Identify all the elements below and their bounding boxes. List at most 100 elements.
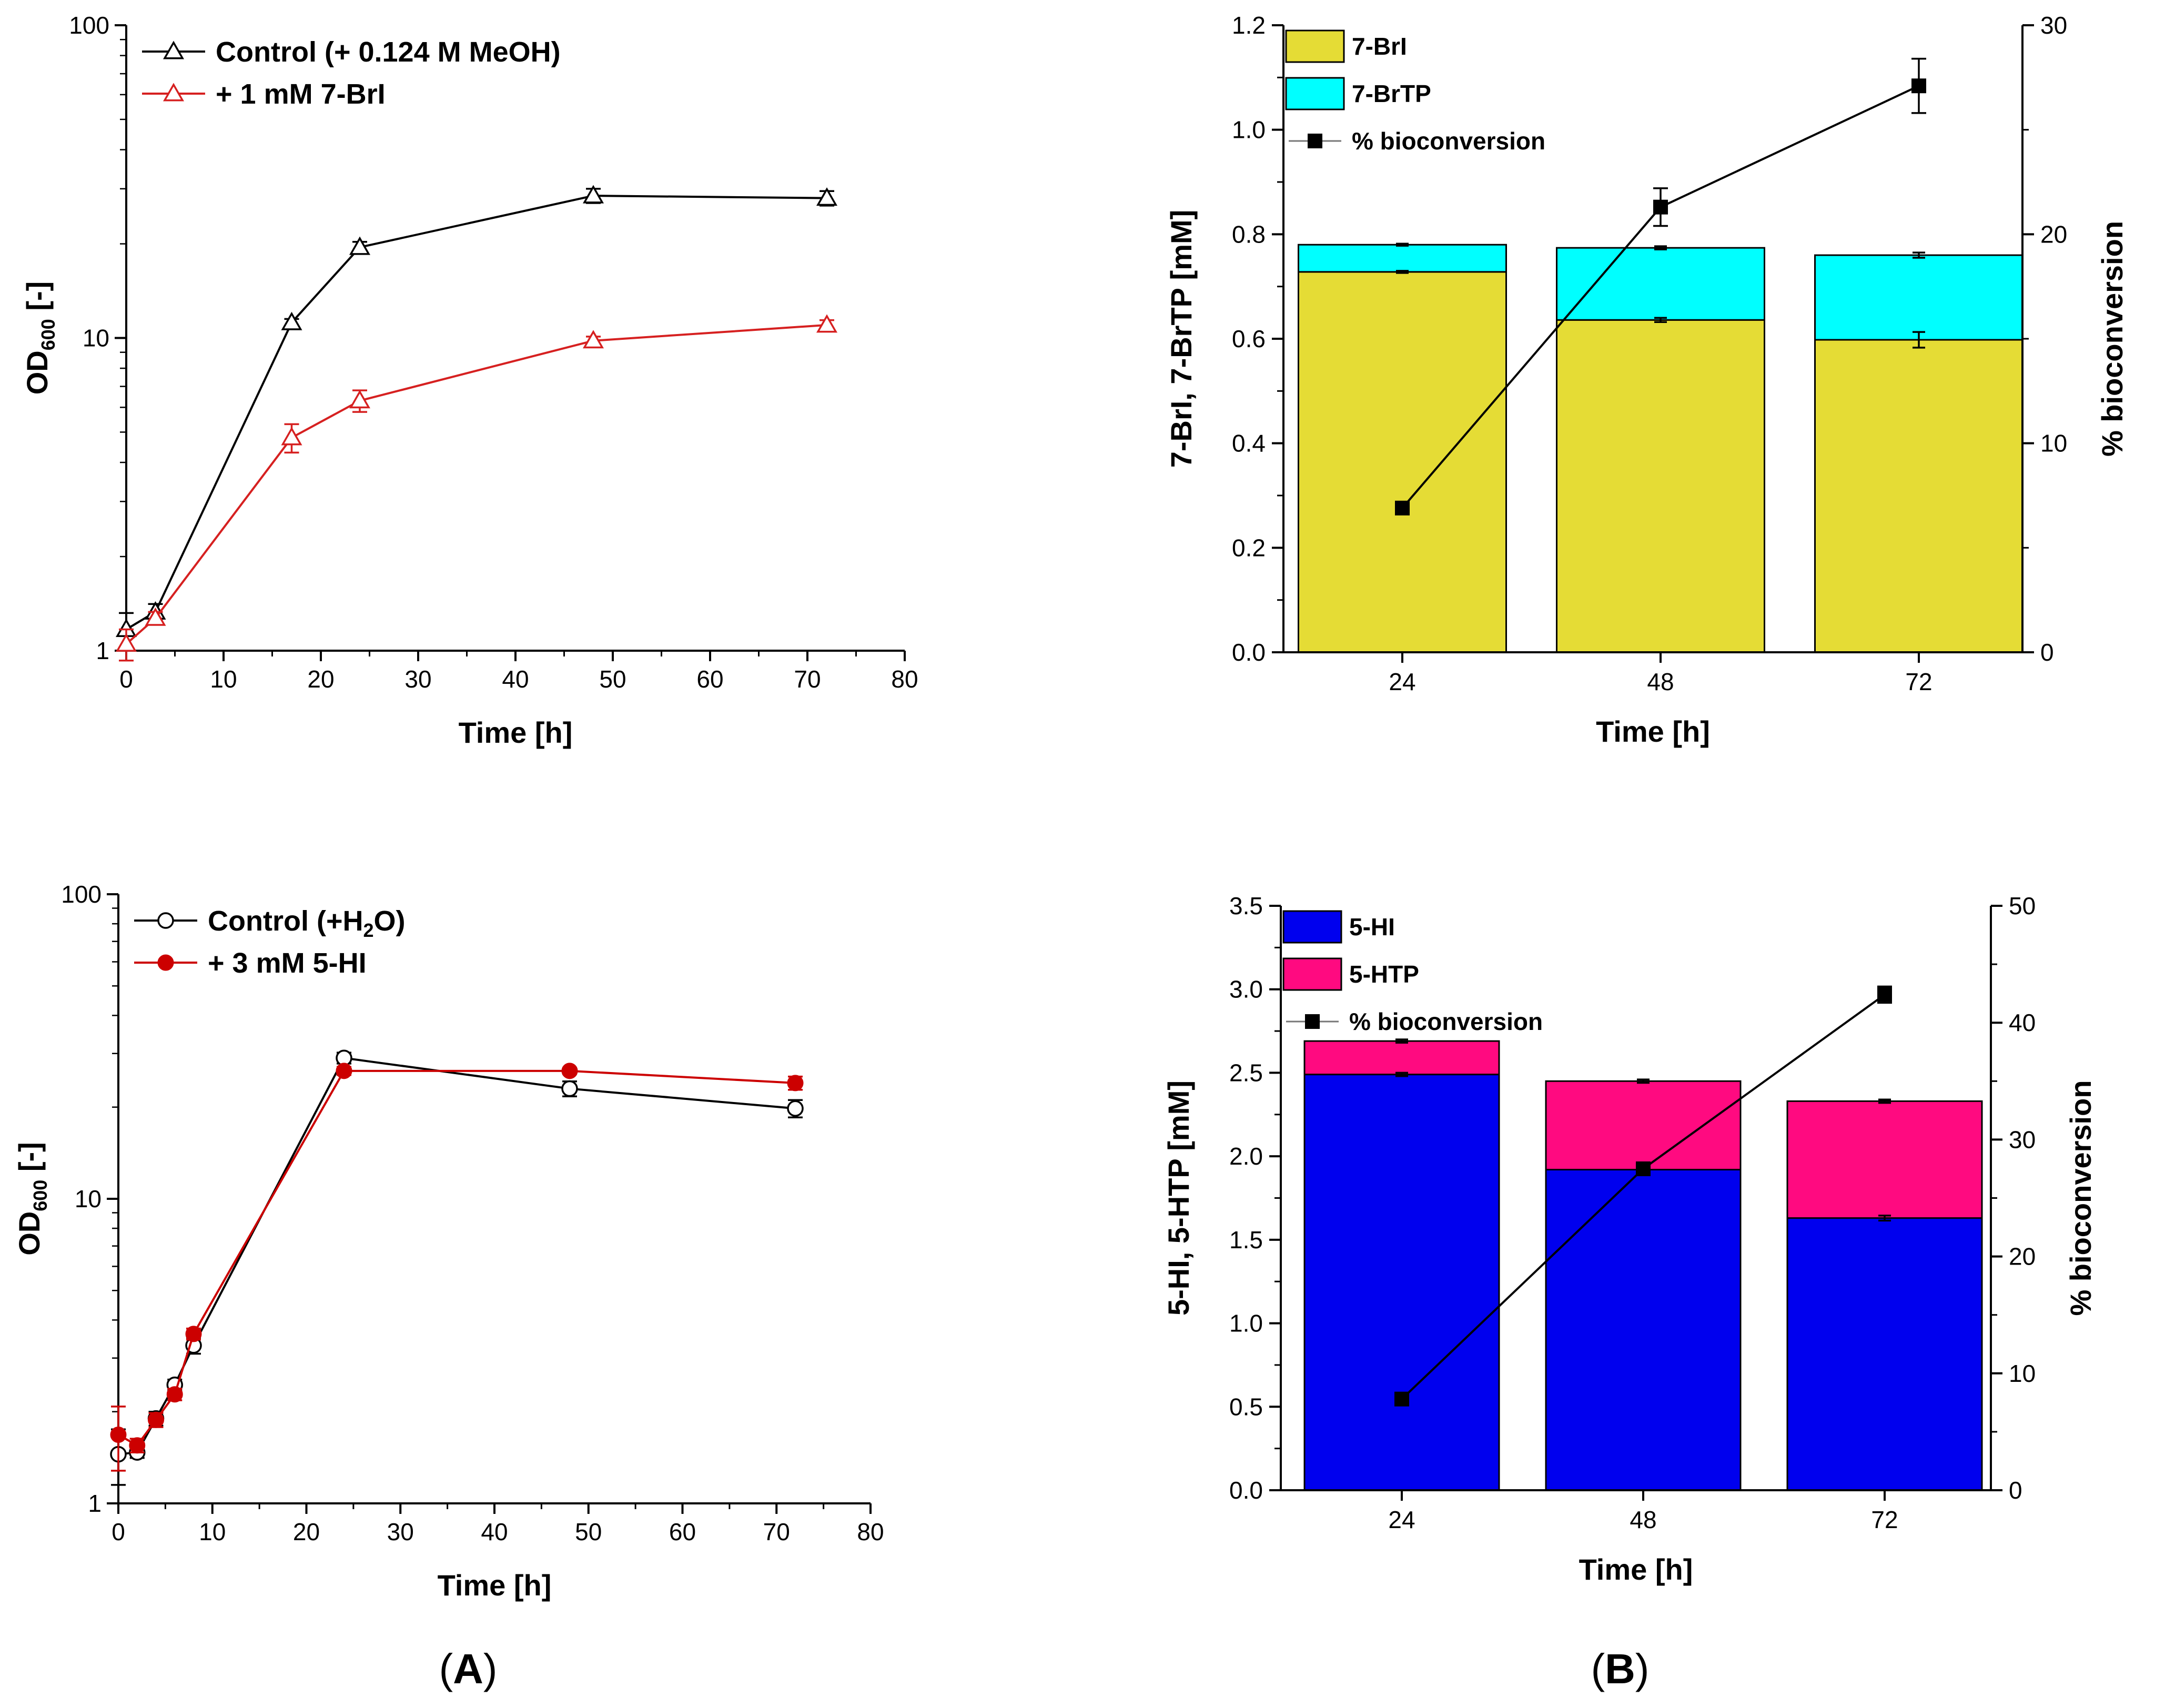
y2-tick-label: 30 bbox=[2009, 1126, 2036, 1153]
bar-5-htp-48 bbox=[1545, 1080, 1742, 1171]
x-tick-label: 72 bbox=[1871, 1506, 1898, 1533]
x-tick-label: 70 bbox=[763, 1518, 790, 1545]
y2-tick-label: 10 bbox=[2009, 1360, 2036, 1387]
legend-label: Control (+H2O) bbox=[208, 905, 406, 941]
data-point bbox=[582, 330, 604, 349]
bioconversion-point bbox=[1394, 1391, 1409, 1407]
bioconversion-point bbox=[1653, 199, 1668, 215]
bioconversion-point bbox=[1636, 1161, 1651, 1176]
x-tick-label: 50 bbox=[599, 665, 626, 693]
bar-7-brtp-72 bbox=[1814, 254, 2024, 341]
legend-marker bbox=[1305, 1014, 1320, 1029]
x-tick-label: 0 bbox=[119, 665, 133, 693]
bar-7-brtp-48 bbox=[1556, 247, 1765, 321]
chart-b2-bioconversion-5htp: 24 48 72 0.0 0.5 1.0 1.5 2.0 2.5 3.0 3.5 0 10 20 30 40 5… bbox=[1162, 892, 2097, 1586]
legend: Control (+ 0.124 M MeOH) + 1 mM 7-BrI bbox=[142, 36, 561, 110]
x-tick-label: 72 bbox=[1905, 668, 1932, 695]
legend-label: 7-BrTP bbox=[1352, 80, 1431, 107]
legend-marker bbox=[157, 912, 174, 929]
data-point bbox=[561, 1063, 578, 1079]
y-tick-label: 0.4 bbox=[1232, 430, 1266, 457]
legend-label: % bioconversion bbox=[1349, 1008, 1543, 1035]
x-tick-label: 10 bbox=[210, 665, 237, 693]
y-tick-label: 2.5 bbox=[1229, 1059, 1263, 1086]
y-tick-label: 1.5 bbox=[1229, 1226, 1263, 1254]
x-tick-label: 60 bbox=[696, 665, 723, 693]
legend-swatch-7-brtp bbox=[1285, 77, 1345, 110]
legend-label: 5-HI bbox=[1349, 913, 1395, 941]
y-tick-label: 100 bbox=[61, 881, 102, 908]
bioconversion-point bbox=[1395, 500, 1410, 516]
chart-b1-bioconversion-7brtp: 24 48 72 0.0 0.2 0.4 0.6 0.8 1.0 1.2 0 10 20 30 Time [… bbox=[1165, 12, 2129, 748]
y-tick-label: 10 bbox=[83, 325, 109, 352]
y-tick-label: 100 bbox=[69, 12, 109, 39]
data-point bbox=[561, 1080, 578, 1097]
y2-tick-label: 0 bbox=[2040, 639, 2054, 666]
data-point bbox=[129, 1437, 146, 1454]
y2-tick-label: 0 bbox=[2009, 1477, 2022, 1504]
y2-axis-title: % bioconversion bbox=[2064, 1080, 2097, 1316]
y-tick-label: 3.0 bbox=[1229, 976, 1263, 1003]
x-tick-label: 30 bbox=[404, 665, 431, 693]
data-point bbox=[145, 607, 166, 626]
x-axis-title: Time [h] bbox=[1579, 1553, 1693, 1586]
legend-swatch-5-hi bbox=[1282, 910, 1342, 944]
x-tick-label: 80 bbox=[857, 1518, 884, 1545]
data-point bbox=[349, 390, 371, 409]
bar-5-htp-72 bbox=[1786, 1100, 1983, 1219]
chart-a1-growth-7bri: 0 10 20 30 40 50 60 70 80 1 10 100 Time [h] OD600 [-]… bbox=[21, 12, 918, 749]
bar-5-hi-24 bbox=[1303, 1074, 1500, 1491]
series-1-mm-7-bri bbox=[115, 314, 838, 662]
x-axis-title: Time [h] bbox=[438, 1569, 552, 1602]
x-axis-title: Time [h] bbox=[459, 716, 573, 749]
data-point bbox=[166, 1386, 183, 1403]
bioconversion-point bbox=[1911, 78, 1926, 94]
y-tick-label: 10 bbox=[75, 1185, 102, 1212]
x-tick-label: 20 bbox=[293, 1518, 320, 1545]
bar-7-bri-72 bbox=[1814, 339, 2024, 653]
y2-tick-label: 10 bbox=[2040, 430, 2067, 457]
data-point bbox=[115, 633, 137, 652]
x-tick-label: 0 bbox=[112, 1518, 125, 1545]
legend-marker bbox=[163, 83, 185, 102]
legend-marker bbox=[163, 41, 185, 59]
bar-5-hi-48 bbox=[1545, 1169, 1742, 1491]
data-point bbox=[787, 1100, 804, 1117]
y-tick-label: 1 bbox=[88, 1490, 102, 1517]
data-point bbox=[816, 314, 838, 333]
y-axis-title: OD600 [-] bbox=[21, 281, 59, 395]
x-tick-label: 70 bbox=[794, 665, 821, 693]
chart-a2-growth-5hi: 0 10 20 30 40 50 60 70 80 1 10 100 Time [h] OD600 [-]… bbox=[13, 881, 884, 1602]
x-tick-label: 80 bbox=[891, 665, 918, 693]
data-point bbox=[148, 1411, 164, 1428]
y2-tick-label: 30 bbox=[2040, 12, 2067, 39]
x-tick-label: 40 bbox=[481, 1518, 508, 1545]
bar-7-bri-24 bbox=[1298, 271, 1507, 653]
y2-axis-title: % bioconversion bbox=[2096, 221, 2129, 457]
legend: Control (+H2O) + 3 mM 5-HI bbox=[134, 905, 406, 979]
legend-label: + 1 mM 7-BrI bbox=[216, 78, 386, 110]
y2-tick-label: 20 bbox=[2040, 220, 2067, 248]
y-tick-label: 0.0 bbox=[1232, 639, 1266, 666]
data-point bbox=[281, 311, 302, 330]
legend-swatch-7-bri bbox=[1285, 29, 1345, 63]
y2-tick-label: 20 bbox=[2009, 1243, 2036, 1270]
legend-swatch-5-htp bbox=[1282, 957, 1342, 991]
legend-label: + 3 mM 5-HI bbox=[208, 947, 367, 979]
x-tick-label: 10 bbox=[199, 1518, 226, 1545]
y-tick-label: 1.2 bbox=[1232, 12, 1266, 39]
data-point bbox=[349, 236, 371, 255]
y-tick-label: 0.0 bbox=[1229, 1477, 1263, 1504]
panel-label-a: (A) bbox=[439, 1645, 497, 1692]
series-bioconversion bbox=[1395, 57, 1926, 516]
legend-marker bbox=[1308, 134, 1322, 148]
y2-tick-label: 50 bbox=[2009, 892, 2036, 919]
y-tick-label: 1.0 bbox=[1232, 116, 1266, 144]
x-tick-label: 48 bbox=[1630, 1506, 1656, 1533]
legend-label: % bioconversion bbox=[1352, 127, 1545, 155]
legend: 5-HI 5-HTP % bioconversion bbox=[1282, 910, 1543, 1035]
x-tick-label: 48 bbox=[1647, 668, 1674, 695]
series-3-mm-5-hi bbox=[110, 1063, 804, 1472]
bioconversion-point bbox=[1877, 987, 1892, 1002]
x-tick-label: 24 bbox=[1388, 1506, 1415, 1533]
